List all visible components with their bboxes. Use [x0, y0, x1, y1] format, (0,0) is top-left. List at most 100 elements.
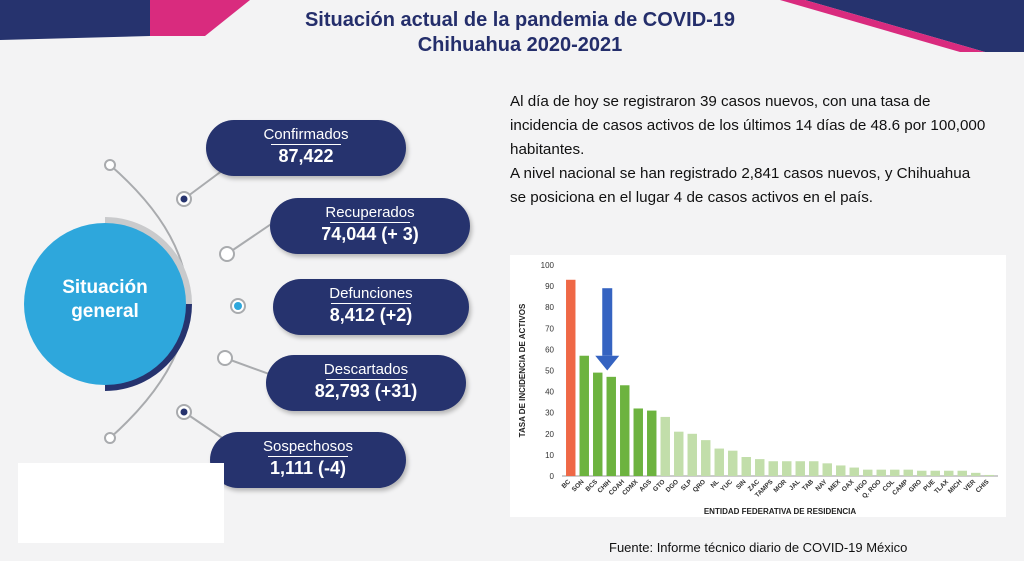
title-line-1: Situación actual de la pandemia de COVID… — [304, 9, 736, 31]
stat-confirmados: Confirmados 87,422 — [206, 120, 406, 176]
bar — [971, 472, 981, 476]
bar — [701, 440, 711, 476]
bar — [714, 448, 724, 476]
stat-label: Recuperados — [325, 204, 415, 221]
bar — [795, 461, 805, 476]
y-tick-label: 0 — [550, 472, 555, 481]
y-tick-label: 100 — [541, 261, 555, 270]
source-note: Fuente: Informe técnico diario de COVID-… — [609, 540, 908, 555]
bar — [957, 470, 967, 476]
bar — [728, 450, 738, 476]
bar — [755, 459, 765, 476]
x-tick-label: MEX — [827, 478, 842, 493]
bar — [903, 469, 913, 476]
x-tick-label: GRO — [908, 478, 923, 493]
stat-label: Confirmados — [263, 126, 349, 143]
header-decoration — [0, 0, 1024, 52]
bar — [863, 469, 873, 476]
y-tick-label: 80 — [545, 303, 554, 312]
node-dot — [104, 432, 116, 444]
x-axis-title: ENTIDAD FEDERATIVA DE RESIDENCIA — [704, 507, 857, 516]
incidence-chart: 0 10 20 30 40 50 60 70 80 90 100 BC SON BCS CHIH COAH CD… — [510, 255, 1006, 517]
node-dot — [104, 159, 116, 171]
stat-descartados: Descartados 82,793 (+31) — [266, 355, 466, 411]
y-axis-title: TASA DE INCIDENCIA DE ACTIVOS — [518, 303, 527, 437]
info-paragraph-2: A nivel nacional se han registrado 2,841… — [510, 165, 971, 206]
y-tick-label: 20 — [545, 430, 554, 439]
node-descartados — [217, 350, 233, 366]
stat-value: 74,044 (+ 3) — [321, 224, 419, 244]
bar — [809, 461, 819, 476]
x-tick-label: MOR — [772, 478, 788, 494]
bar — [633, 408, 643, 476]
bar — [822, 463, 832, 476]
incidence-chart-svg: 0102030405060708090100BCSONBCSCHIHCOAHCD… — [518, 261, 998, 516]
bar — [944, 470, 954, 476]
x-tick-label: YUC — [720, 478, 735, 493]
y-tick-label: 50 — [545, 367, 554, 376]
bar — [849, 467, 859, 476]
bar — [782, 461, 792, 476]
y-tick-label: 60 — [545, 345, 554, 354]
stat-value: 87,422 — [278, 146, 334, 166]
stat-label: Descartados — [323, 361, 409, 378]
x-tick-label: TAB — [801, 478, 815, 492]
stat-defunciones: Defunciones 8,412 (+2) — [273, 279, 469, 335]
title-line-2: Chihuahua 2020-2021 — [417, 34, 623, 56]
bar — [687, 433, 697, 476]
y-tick-label: 10 — [545, 451, 554, 460]
bar — [876, 469, 886, 476]
page-title: Situación actual de la pandemia de COVID… — [250, 8, 790, 58]
bar — [674, 431, 684, 476]
situacion-general-label: Situación general — [24, 276, 186, 324]
hub-ring — [104, 217, 192, 391]
bar — [660, 416, 670, 476]
x-tick-label: CDMX — [621, 478, 640, 497]
bar — [620, 385, 630, 476]
hub-line-2: general — [71, 301, 139, 322]
bar — [579, 355, 589, 476]
bar — [741, 457, 751, 476]
stat-label: Sospechosos — [262, 438, 354, 455]
bar — [606, 376, 616, 476]
highlight-arrow-head — [595, 355, 620, 371]
y-tick-label: 70 — [545, 324, 554, 333]
bar — [566, 279, 576, 476]
y-tick-label: 30 — [545, 409, 554, 418]
stat-value: 82,793 (+31) — [314, 381, 418, 401]
stat-underline — [268, 456, 348, 457]
x-tick-label: TLAX — [933, 478, 950, 495]
stat-value: 8,412 (+2) — [329, 305, 413, 325]
bar — [593, 372, 603, 476]
bar — [768, 461, 778, 476]
stat-value: 1,111 (-4) — [269, 458, 347, 478]
x-tick-label: AGS — [638, 478, 653, 493]
stat-underline — [271, 144, 341, 145]
bar — [917, 470, 927, 476]
x-tick-label: CAMP — [891, 478, 910, 497]
blank-panel — [18, 463, 224, 543]
x-tick-label: BC — [561, 478, 573, 490]
stat-label: Defunciones — [329, 285, 413, 302]
y-tick-label: 90 — [545, 282, 554, 291]
stat-underline — [331, 303, 411, 304]
node-recuperados — [219, 246, 235, 262]
x-tick-label: NAY — [814, 478, 829, 493]
bar — [890, 469, 900, 476]
connector-diagram — [104, 150, 270, 451]
x-tick-label: JAL — [788, 478, 802, 492]
x-tick-label: GTO — [652, 478, 667, 493]
stat-underline — [330, 222, 410, 223]
bar — [647, 410, 657, 476]
x-tick-label: CHIS — [975, 478, 991, 494]
bar — [836, 465, 846, 476]
y-tick-label: 40 — [545, 388, 554, 397]
highlight-arrow-shaft — [602, 288, 613, 356]
x-tick-label: OAX — [841, 478, 856, 493]
x-tick-label: MICH — [947, 478, 964, 495]
x-tick-label: SIN — [735, 478, 748, 491]
x-tick-label: NL — [710, 478, 721, 489]
situacion-general-circle — [24, 223, 186, 385]
stat-sospechosos: Sospechosos 1,111 (-4) — [210, 432, 406, 488]
stat-underline — [326, 379, 406, 380]
